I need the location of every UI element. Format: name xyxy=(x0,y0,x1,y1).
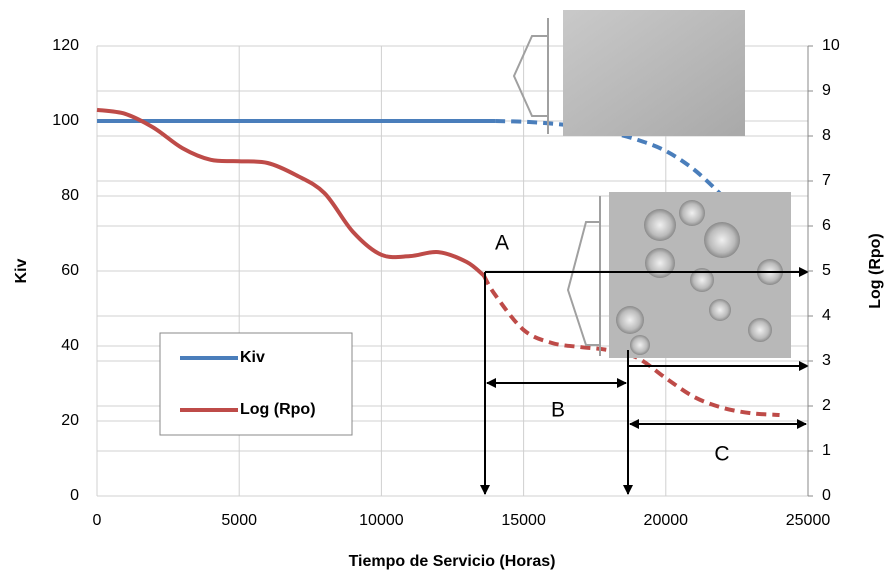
x-tick-label: 20000 xyxy=(644,512,689,529)
y-tick-label: 40 xyxy=(61,337,79,354)
y2-tick-label: 0 xyxy=(822,487,831,504)
series-line xyxy=(96,107,486,278)
series-line xyxy=(482,274,780,417)
y-axis-label: Kiv xyxy=(13,258,30,283)
y-tick-label: 80 xyxy=(61,187,79,204)
photo-inset-top xyxy=(512,10,745,136)
photo-inset-bottom xyxy=(566,192,791,358)
y2-tick-label: 10 xyxy=(822,37,840,54)
x-axis-label: Tiempo de Servicio (Horas) xyxy=(349,553,556,570)
y2-axis-label: Log (Rpo) xyxy=(867,233,884,309)
y2-tick-label: 6 xyxy=(822,217,831,234)
y2-tick-label: 5 xyxy=(822,262,831,279)
annotation: B xyxy=(551,399,565,422)
x-tick-label: 25000 xyxy=(786,512,831,529)
annotation: C xyxy=(714,443,729,466)
y-tick-label: 0 xyxy=(70,487,79,504)
y-tick-label: 100 xyxy=(52,112,79,129)
x-tick-label: 0 xyxy=(93,512,102,529)
y2-tick-label: 9 xyxy=(822,82,831,99)
y2-tick-label: 7 xyxy=(822,172,831,189)
x-tick-label: 15000 xyxy=(501,512,546,529)
y-tick-label: 20 xyxy=(61,412,79,429)
annotation-arrows xyxy=(480,267,809,495)
y2-tick-label: 2 xyxy=(822,397,831,414)
y2-tick-label: 4 xyxy=(822,307,831,324)
y2-tick-label: 8 xyxy=(822,127,831,144)
y-tick-label: 60 xyxy=(61,262,79,279)
annotation: A xyxy=(495,232,509,255)
y2-tick-label: 3 xyxy=(822,352,831,369)
legend-label: Kiv xyxy=(240,349,265,366)
x-tick-label: 10000 xyxy=(359,512,404,529)
legend xyxy=(159,332,353,436)
x-tick-label: 5000 xyxy=(221,512,257,529)
y-tick-label: 120 xyxy=(52,37,79,54)
legend-label: Log (Rpo) xyxy=(240,401,316,418)
y2-tick-label: 1 xyxy=(822,442,831,459)
